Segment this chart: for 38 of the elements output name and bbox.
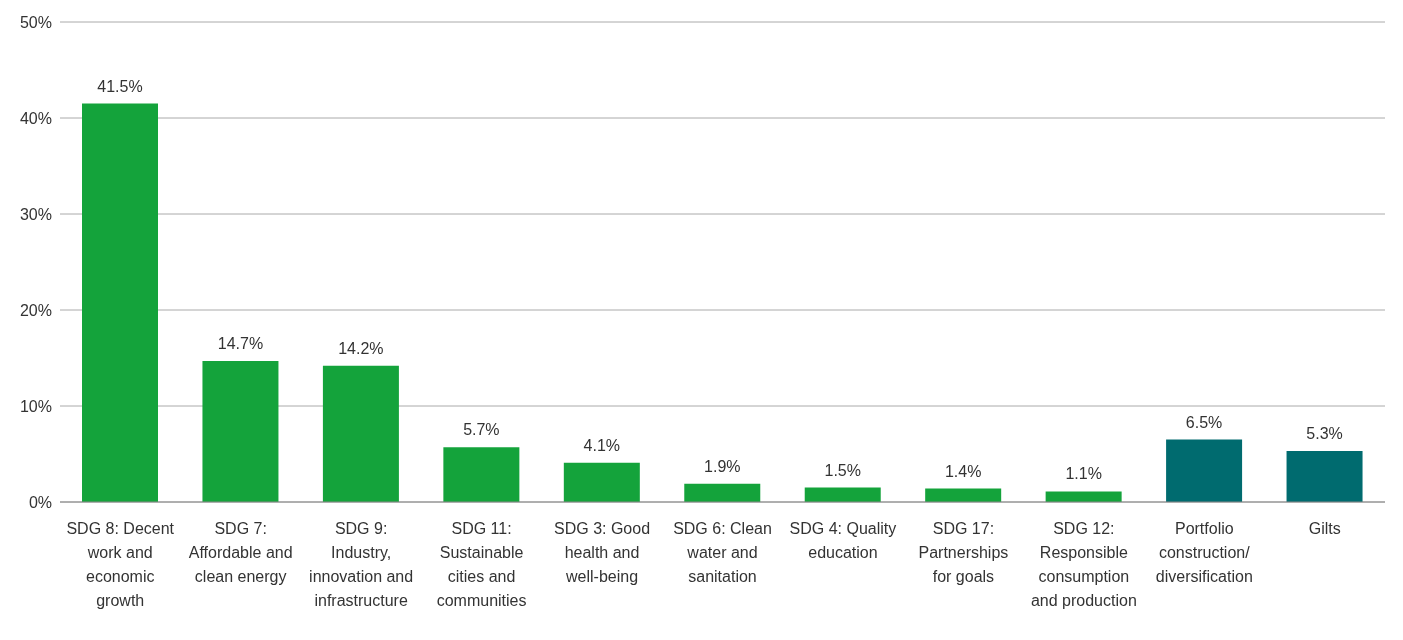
data-label: 5.3% <box>1306 425 1343 443</box>
bar <box>1166 439 1243 502</box>
data-label: 1.5% <box>824 461 861 479</box>
x-tick-label: SDG 4: Quality education <box>789 520 897 561</box>
x-tick-label: Portfolio construction/diversification <box>1155 520 1253 585</box>
x-tick-label: SDG 11: Sustainable cities and communities <box>436 520 527 609</box>
bar <box>563 462 640 502</box>
data-label: 41.5% <box>97 77 143 95</box>
data-label: 14.2% <box>338 339 384 357</box>
x-tick-label: SDG 6: Clean water and sanitation <box>673 520 772 585</box>
bar <box>804 487 881 502</box>
y-tick-label: 40% <box>19 109 52 127</box>
y-tick-label: 20% <box>19 301 52 319</box>
x-tick-label: SDG 8: Decent work and economic growth <box>66 520 175 609</box>
data-label: 6.5% <box>1185 413 1223 431</box>
x-tick-label: SDG 12: Responsible consumption and production <box>1030 520 1137 609</box>
y-tick-label: 10% <box>19 397 52 415</box>
bar <box>443 447 520 502</box>
data-label: 14.7% <box>217 334 264 352</box>
bar <box>1286 451 1363 502</box>
x-tick-label: SDG 3: Good health and well-being <box>554 520 651 585</box>
y-tick-label: 30% <box>19 205 52 223</box>
data-label: 1.1% <box>1065 465 1102 483</box>
bar <box>82 103 158 502</box>
bar <box>322 365 399 502</box>
bar <box>684 483 761 502</box>
y-tick-label: 50% <box>19 13 52 31</box>
bar <box>202 360 279 502</box>
bar <box>1045 491 1122 502</box>
y-tick-label: 0% <box>28 493 52 511</box>
data-label: 1.4% <box>944 462 982 480</box>
x-tick-label: SDG 7: Affordable and clean energy <box>188 520 293 585</box>
data-label: 1.9% <box>704 457 741 475</box>
x-tick-label: SDG 17: Partnerships for goals <box>918 520 1009 585</box>
x-tick-label: SDG 9: Industry, innovation and infrastructure <box>309 520 414 609</box>
x-tick-label: Gilts <box>1308 520 1341 537</box>
data-label: 4.1% <box>583 436 621 454</box>
data-label: 5.7% <box>463 421 500 439</box>
